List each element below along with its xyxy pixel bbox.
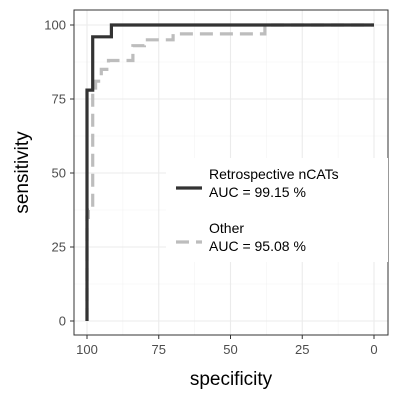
y-tick-label: 100 <box>44 18 66 33</box>
x-tick-label: 75 <box>152 342 166 357</box>
y-axis-title: sensitivity <box>12 131 33 214</box>
y-tick-label: 75 <box>52 92 66 107</box>
series-lines <box>85 23 374 321</box>
x-tick-label: 0 <box>370 342 377 357</box>
legend-background <box>166 158 388 262</box>
legend-auc-label: AUC = 99.15 % <box>209 184 306 200</box>
y-tick-label: 50 <box>52 166 66 181</box>
x-tick-label: 25 <box>295 342 309 357</box>
x-tick-label: 50 <box>223 342 237 357</box>
legend-auc-label: AUC = 95.08 % <box>209 238 306 254</box>
axes: 100 75 50 25 0 0 25 50 75 100 <box>44 18 377 358</box>
x-axis-title: specificity <box>190 369 273 390</box>
legend: Retrospective nCATs AUC = 99.15 % Other AUC… <box>166 158 388 262</box>
legend-label: Retrospective nCATs <box>209 166 339 182</box>
series-line-other <box>85 23 374 321</box>
x-tick-label: 100 <box>76 342 98 357</box>
series-line-retrospective-ncats <box>85 23 374 321</box>
y-tick-label: 25 <box>52 240 66 255</box>
y-tick-label: 0 <box>59 314 66 329</box>
legend-label: Other <box>209 220 244 236</box>
